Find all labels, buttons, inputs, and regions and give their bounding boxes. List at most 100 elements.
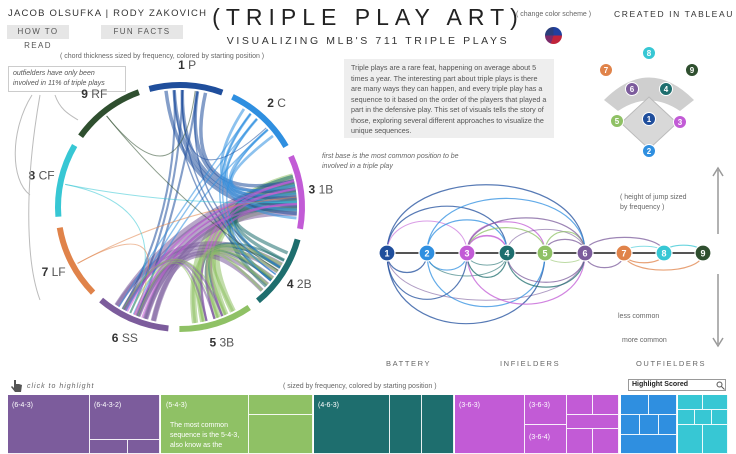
treemap-group-6[interactable]: (6-4-3) (6-4-3-2): [8, 395, 160, 454]
arc-link[interactable]: [466, 252, 508, 278]
arc-link[interactable]: [466, 217, 586, 254]
arc-link[interactable]: [386, 205, 508, 254]
treemap-cell[interactable]: [422, 395, 454, 454]
chord-link[interactable]: [164, 90, 297, 216]
treemap-group-5[interactable]: (5-4-3) The most common sequence is the …: [161, 395, 313, 454]
treemap-cell[interactable]: [640, 415, 659, 435]
chord-link[interactable]: [230, 134, 296, 192]
arc-node-3[interactable]: [458, 244, 476, 262]
chord-link[interactable]: [219, 113, 272, 282]
field-node-1[interactable]: [642, 112, 656, 126]
chord-arc-cf[interactable]: [55, 143, 78, 217]
arc-node-5[interactable]: [536, 244, 554, 262]
arc-diagram[interactable]: 1 2 3 4 5 6 7 8 9: [370, 160, 720, 360]
treemap-cell[interactable]: [593, 429, 619, 454]
chord-arc-1b[interactable]: [288, 155, 305, 230]
chord-link[interactable]: [77, 243, 149, 316]
chord-link[interactable]: [199, 92, 295, 188]
arc-position-nodes[interactable]: 1 2 3 4 5 6 7 8 9: [378, 244, 712, 262]
change-color-link[interactable]: ( change color scheme ): [516, 11, 592, 18]
field-node-3[interactable]: [673, 115, 687, 129]
chord-links[interactable]: [65, 89, 298, 324]
arc-node-7[interactable]: [615, 244, 633, 262]
field-node-9[interactable]: [685, 63, 699, 77]
treemap-cell[interactable]: [567, 429, 593, 454]
treemap-cell[interactable]: [678, 395, 703, 410]
chord-link[interactable]: [77, 196, 297, 264]
field-node-4[interactable]: [659, 82, 673, 96]
chord-link[interactable]: [65, 183, 297, 204]
field-node-6[interactable]: [625, 82, 639, 96]
chord-arc-rf[interactable]: [78, 89, 140, 139]
treemap-cell[interactable]: [525, 395, 567, 425]
chord-arc-3b[interactable]: [179, 304, 251, 332]
treemap-cell[interactable]: [659, 415, 677, 435]
chord-link[interactable]: [118, 113, 252, 308]
arc-node-9[interactable]: [694, 244, 712, 262]
treemap-cell[interactable]: [678, 410, 695, 425]
chord-link[interactable]: [181, 90, 267, 161]
arc-node-2[interactable]: [418, 244, 436, 262]
treemap-cell[interactable]: [712, 410, 728, 425]
treemap-cell[interactable]: [390, 395, 422, 454]
chord-arc-2b[interactable]: [256, 238, 301, 304]
arc-node-8[interactable]: [655, 244, 673, 262]
treemap-cell[interactable]: [695, 410, 712, 425]
arc-link[interactable]: [426, 252, 546, 308]
arc-link[interactable]: [466, 252, 586, 305]
chord-arc-ss[interactable]: [99, 297, 169, 332]
chord-link[interactable]: [132, 129, 269, 315]
color-scheme-icon[interactable]: [545, 27, 562, 44]
arc-link[interactable]: [426, 219, 508, 254]
arc-link[interactable]: [426, 197, 586, 254]
treemap-cell[interactable]: [567, 415, 619, 429]
treemap-cell[interactable]: [249, 395, 313, 415]
treemap-cell[interactable]: [567, 395, 593, 415]
arc-node-4[interactable]: [498, 244, 516, 262]
arc-link[interactable]: [386, 184, 586, 254]
treemap-cell[interactable]: [678, 425, 703, 454]
chord-link[interactable]: [222, 118, 277, 275]
arc-link[interactable]: [386, 252, 468, 300]
treemap-cell[interactable]: [90, 395, 160, 440]
arc-link[interactable]: [506, 252, 586, 283]
chord-arc-c[interactable]: [231, 94, 289, 149]
chord-link[interactable]: [122, 90, 176, 310]
arc-link[interactable]: [386, 252, 546, 325]
chord-link[interactable]: [210, 252, 264, 312]
chord-link[interactable]: [106, 90, 196, 157]
treemap-cell[interactable]: [249, 415, 313, 454]
chord-link[interactable]: [129, 260, 219, 318]
treemap-cell[interactable]: [649, 395, 677, 415]
treemap-group-4[interactable]: (4-6-3): [314, 395, 454, 454]
treemap-cell[interactable]: [621, 415, 640, 435]
field-node-7[interactable]: [599, 63, 613, 77]
treemap-group-2[interactable]: [621, 395, 677, 454]
chord-arc-p[interactable]: [148, 82, 224, 96]
arc-link[interactable]: [386, 220, 468, 254]
chord-link[interactable]: [219, 108, 297, 220]
treemap-group-8[interactable]: [678, 395, 728, 454]
treemap-cell[interactable]: [90, 440, 128, 454]
field-node-2[interactable]: [642, 144, 656, 158]
arc-node-1[interactable]: [378, 244, 396, 262]
chord-link[interactable]: [106, 115, 279, 271]
how-to-read-button[interactable]: HOW TO READ: [7, 25, 69, 50]
field-position-nodes[interactable]: 1 2 3 4 5 6 7 8 9: [599, 46, 699, 158]
treemap-group-3[interactable]: (3-6-3) (3-6-3) (3-6-4): [455, 395, 619, 454]
highlight-search-input[interactable]: Highlight Scored: [628, 379, 726, 391]
chord-link[interactable]: [137, 262, 204, 322]
chord-link[interactable]: [226, 129, 281, 269]
field-node-8[interactable]: [642, 46, 656, 60]
chord-link[interactable]: [141, 203, 297, 319]
fun-facts-button[interactable]: FUN FACTS: [101, 25, 183, 39]
chord-diagram[interactable]: 1 P 2 C 3 1B 4 2B 5 3B 6 SS 7 LF 8 CF 9 RF: [0, 60, 340, 380]
field-node-5[interactable]: [610, 114, 624, 128]
arc-link[interactable]: [506, 228, 586, 254]
treemap-cell[interactable]: [593, 395, 619, 415]
treemap-cell[interactable]: [703, 395, 728, 410]
treemap-cell[interactable]: [621, 395, 649, 415]
arc-node-6[interactable]: [576, 244, 594, 262]
chord-link[interactable]: [126, 179, 295, 312]
baseball-field-diagram[interactable]: 1 2 3 4 5 6 7 8 9: [590, 45, 720, 165]
